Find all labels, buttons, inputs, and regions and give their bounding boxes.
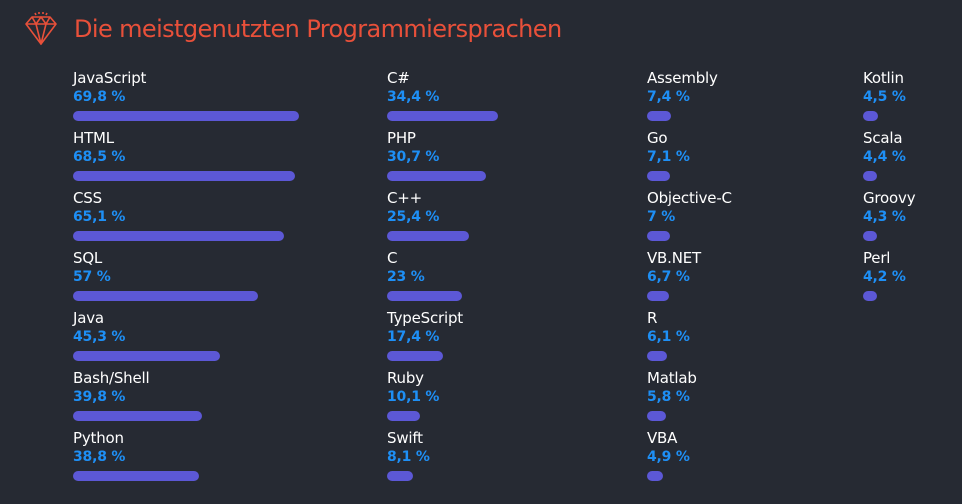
category-label: C <box>387 249 398 267</box>
diamond-icon <box>25 12 57 45</box>
value-label: 4,3 % <box>863 209 906 225</box>
bar <box>73 411 202 421</box>
bar <box>863 291 877 301</box>
value-label: 57 % <box>73 269 111 285</box>
value-label: 34,4 % <box>387 89 440 105</box>
value-label: 4,5 % <box>863 89 906 105</box>
value-label: 8,1 % <box>387 449 430 465</box>
bar <box>647 411 666 421</box>
category-label: R <box>647 309 658 327</box>
bar <box>647 351 667 361</box>
category-label: Matlab <box>647 369 697 387</box>
bar <box>387 171 487 181</box>
header: Die meistgenutzten Programmiersprachen <box>22 9 562 49</box>
bar <box>73 351 220 361</box>
bar <box>387 111 499 121</box>
category-label: Swift <box>387 429 423 447</box>
category-label: CSS <box>73 189 102 207</box>
value-label: 10,1 % <box>387 389 440 405</box>
category-label: PHP <box>387 129 416 147</box>
value-label: 7,1 % <box>647 149 690 165</box>
bar <box>73 291 258 301</box>
value-label: 39,8 % <box>73 389 126 405</box>
value-label: 25,4 % <box>387 209 440 225</box>
bar <box>647 231 670 241</box>
category-label: TypeScript <box>387 309 463 327</box>
bar <box>647 171 670 181</box>
category-label: Ruby <box>387 369 424 387</box>
value-label: 65,1 % <box>73 209 126 225</box>
value-label: 23 % <box>387 269 425 285</box>
value-label: 45,3 % <box>73 329 126 345</box>
bar <box>387 351 444 361</box>
category-label: Assembly <box>647 69 718 87</box>
category-label: Scala <box>863 129 903 147</box>
category-label: Groovy <box>863 189 916 207</box>
bar <box>387 411 420 421</box>
chart-title: Die meistgenutzten Programmiersprachen <box>74 15 562 43</box>
bar <box>863 171 878 181</box>
bar <box>647 471 663 481</box>
value-label: 4,9 % <box>647 449 690 465</box>
value-label: 30,7 % <box>387 149 440 165</box>
value-label: 7,4 % <box>647 89 690 105</box>
category-label: Kotlin <box>863 69 904 87</box>
bar <box>73 171 295 181</box>
value-label: 5,8 % <box>647 389 690 405</box>
category-label: Objective-C <box>647 189 732 207</box>
bar <box>387 231 470 241</box>
value-label: 6,7 % <box>647 269 690 285</box>
category-label: JavaScript <box>73 69 147 87</box>
value-label: 6,1 % <box>647 329 690 345</box>
value-label: 7 % <box>647 209 676 225</box>
value-label: 4,2 % <box>863 269 906 285</box>
bar <box>863 111 878 121</box>
category-label: C# <box>387 69 410 87</box>
value-label: 69,8 % <box>73 89 126 105</box>
category-label: HTML <box>73 129 114 147</box>
category-label: SQL <box>73 249 103 267</box>
category-label: C++ <box>387 189 423 207</box>
category-label: Python <box>73 429 124 447</box>
bar <box>73 111 300 121</box>
bar <box>387 291 462 301</box>
category-label: VBA <box>647 429 678 447</box>
category-label: Java <box>73 309 104 327</box>
bar <box>73 231 284 241</box>
category-label: VB.NET <box>647 249 701 267</box>
bar <box>387 471 414 481</box>
bar <box>863 231 877 241</box>
category-label: Bash/Shell <box>73 369 150 387</box>
value-label: 38,8 % <box>73 449 126 465</box>
value-label: 17,4 % <box>387 329 440 345</box>
category-label: Go <box>647 129 668 147</box>
value-label: 4,4 % <box>863 149 906 165</box>
bar <box>647 111 671 121</box>
bar <box>647 291 669 301</box>
bar <box>73 471 199 481</box>
category-label: Perl <box>863 249 891 267</box>
value-label: 68,5 % <box>73 149 126 165</box>
